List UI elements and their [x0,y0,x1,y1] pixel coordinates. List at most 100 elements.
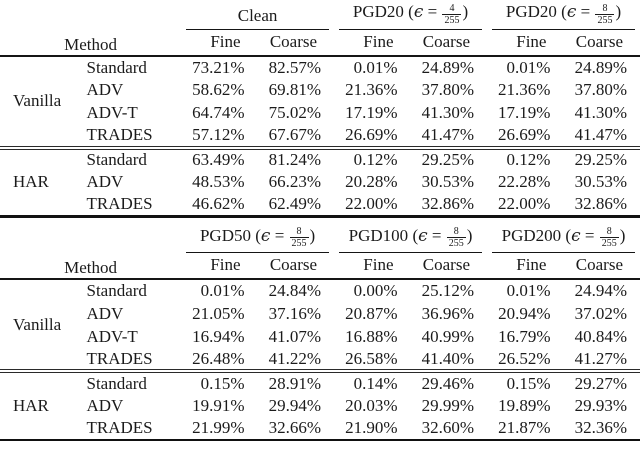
epsilon-fraction: 8 255 [289,226,309,249]
method-column-header: Method [0,0,182,57]
value-cell: 64.74% [192,103,245,122]
subcol-header-coarse: Coarse [410,29,487,57]
group-label-vanilla: Vanilla [13,91,62,110]
value-cell: 82.57% [268,57,322,77]
value-cell: 26.69% [498,125,551,144]
value-cell: 20.87% [345,303,398,323]
value-cell: 22.00% [498,194,551,214]
value-cell: 37.80% [574,80,627,99]
col-group-label: PGD20 [352,2,404,21]
value-cell: 62.49% [268,194,322,214]
col-group-header-pgd20-eps8: PGD20 (ϵ = 8 255) [487,0,640,30]
section-har: HAR Standard 0.15% 28.91% 0.14% 29.46% 0… [0,369,640,440]
value-cell: 0.12% [487,145,564,171]
value-cell: 73.21% [192,57,245,77]
epsilon-spec: (ϵ = 8 255) [565,225,626,250]
value-cell: 0.01% [506,57,551,77]
value-cell: 32.36% [574,418,627,437]
table-row: Vanilla Standard 73.21% 82.57% 0.01% 24.… [0,56,640,111]
value-cell: 22.28% [498,172,551,191]
table-row: TRADES 26.48% 41.22% 26.58% 41.40% 26.52… [0,348,640,371]
col-group-label: PGD50 [199,225,251,245]
value-cell: 32.66% [268,418,322,437]
value-cell: 32.86% [421,194,474,214]
value-cell: 21.05% [192,303,245,323]
value-cell: 16.94% [192,326,245,346]
value-cell: 75.02% [268,103,322,122]
value-cell: 57.12% [192,125,245,144]
value-cell: 48.53% [192,172,245,191]
value-cell: 0.14% [334,369,411,394]
method-name-cell: Standard [86,57,147,77]
group-label-har: HAR [0,145,81,217]
value-cell: 67.67% [268,125,322,144]
method-name-cell: ADV [86,395,124,415]
col-group-label: PGD100 [348,225,409,245]
value-cell: 0.12% [334,145,411,171]
epsilon-fraction: 8 255 [599,226,619,249]
value-cell: 29.94% [268,395,322,415]
col-group-header-clean: Clean [181,0,334,30]
method-name-cell: ADV [86,80,124,99]
value-cell: 16.88% [345,326,398,346]
method-name-cell: ADV [86,303,124,323]
value-cell: 0.00% [353,281,398,300]
subcol-header-fine: Fine [487,253,564,280]
subcol-header-coarse: Coarse [563,253,640,280]
value-cell: 26.52% [498,348,551,368]
col-group-label: PGD200 [501,225,562,245]
value-cell: 21.36% [498,80,551,99]
value-cell: 36.96% [421,303,475,323]
epsilon-spec: (ϵ = 8 255) [412,225,473,250]
value-cell: 0.01% [200,281,245,300]
value-cell: 41.30% [421,103,474,122]
value-cell: 0.01% [353,57,398,77]
value-cell: 20.28% [345,172,398,191]
subcol-header-fine: Fine [181,253,258,280]
value-cell: 29.27% [563,369,640,394]
table-row: HAR Standard 0.15% 28.91% 0.14% 29.46% 0… [0,369,640,440]
table-row: ADV-T 64.74% 75.02% 17.19% 41.30% 17.19%… [0,102,640,125]
value-cell: 22.00% [345,194,398,214]
method-name-cell: Standard [80,369,182,394]
subcol-header-coarse: Coarse [410,253,488,280]
value-cell: 26.58% [345,348,398,368]
column-group-header-row: Method Clean PGD20 (ϵ = 4 255) PGD20 (ϵ =… [0,0,640,57]
value-cell: 37.02% [574,303,627,323]
value-cell: 41.22% [268,348,322,368]
value-cell: 69.81% [268,80,322,99]
value-cell: 21.36% [345,80,398,99]
value-cell: 19.91% [192,395,245,415]
value-cell: 40.99% [421,326,475,346]
value-cell: 26.69% [345,125,398,144]
group-label-har: HAR [0,369,81,440]
value-cell: 29.46% [410,369,488,394]
value-cell: 37.16% [268,303,322,323]
value-cell: 81.24% [257,145,335,171]
method-name-cell: ADV-T [86,326,138,346]
value-cell: 28.91% [257,369,335,394]
subcol-header-coarse: Coarse [563,29,640,57]
group-label-vanilla: Vanilla [13,314,62,334]
value-cell: 41.47% [574,125,627,144]
table-row: ADV 58.62% 69.81% 21.36% 37.80% 21.36% 3… [0,79,640,102]
subcol-header-coarse: Coarse [257,29,335,57]
value-cell: 24.94% [574,281,627,300]
value-cell: 26.48% [192,348,245,368]
subcol-header-fine: Fine [181,29,258,57]
value-cell: 41.47% [421,125,474,144]
subcol-header-fine: Fine [334,29,411,57]
col-group-header-pgd20-eps4: PGD20 (ϵ = 4 255) [334,0,487,30]
value-cell: 41.07% [268,326,322,346]
epsilon-fraction: 8 255 [446,226,466,249]
epsilon-fraction: 4 255 [442,2,462,26]
value-cell: 16.79% [498,326,551,346]
col-group-header-pgd100: PGD100 (ϵ = 8 255) [334,223,487,253]
value-cell: 29.25% [563,145,640,171]
value-cell: 37.80% [421,80,474,99]
method-name-cell: TRADES [86,125,153,144]
method-name-cell: ADV-T [86,103,138,122]
subcolumn-header-row: Fine Coarse Fine Coarse Fine Coarse [0,253,640,280]
value-cell: 0.15% [181,369,258,394]
epsilon-fraction: 8 255 [595,2,615,26]
